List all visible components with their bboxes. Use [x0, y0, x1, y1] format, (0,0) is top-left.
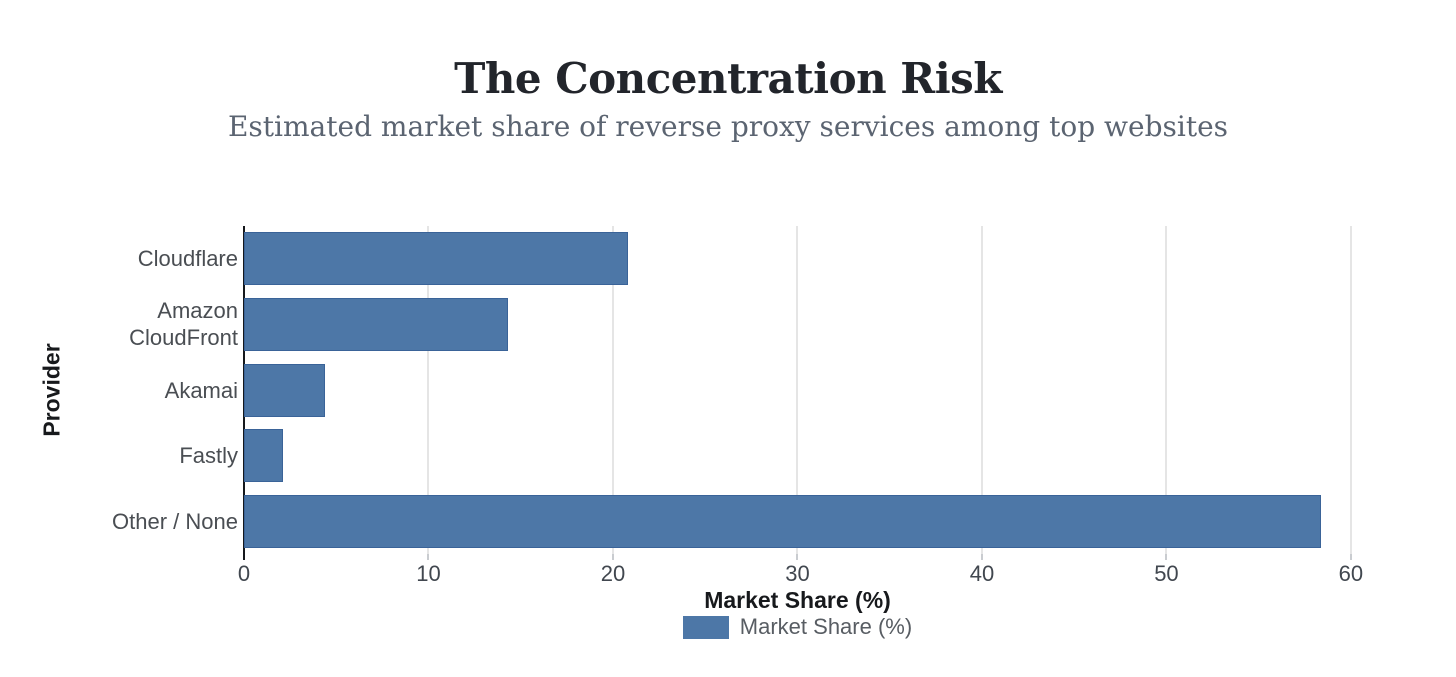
gridline-30 [796, 226, 799, 554]
x-tick-mark-40 [980, 554, 983, 560]
gridline-60 [1349, 226, 1352, 554]
x-tick-label-30: 30 [785, 561, 810, 586]
category-label-0: Cloudflare [137, 246, 238, 272]
category-label-1: Amazon CloudFront [129, 298, 238, 351]
x-tick-mark-0 [243, 554, 245, 560]
y-axis-title: Provider [38, 343, 65, 437]
bar-cloudflare [244, 232, 628, 286]
x-tick-label-40: 40 [969, 561, 995, 586]
x-tick-label-50: 50 [1154, 561, 1179, 586]
x-tick-label-0: 0 [237, 561, 251, 586]
category-label-2: Akamai [164, 377, 238, 403]
gridline-40 [980, 226, 983, 554]
legend-label: Market Share (%) [739, 614, 913, 639]
legend: Market Share (%) [244, 614, 1351, 640]
x-tick-mark-10 [427, 554, 430, 560]
gridline-10 [427, 226, 430, 554]
gridline-20 [611, 226, 614, 554]
plot-area [243, 226, 1362, 560]
x-tick-mark-30 [796, 554, 799, 560]
chart-title: The Concentration Risk [454, 54, 1002, 103]
gridline-50 [1165, 226, 1168, 554]
x-tick-mark-20 [611, 554, 614, 560]
x-tick-label-60: 60 [1338, 561, 1364, 586]
legend-swatch [682, 615, 729, 639]
bar-other-none [244, 494, 1322, 548]
x-tick-mark-60 [1349, 554, 1352, 560]
x-axis-title: Market Share (%) [704, 587, 891, 613]
category-label-4: Other / None [112, 508, 238, 534]
bar-akamai [244, 363, 326, 417]
x-tick-label-10: 10 [416, 561, 441, 586]
bar-fastly [244, 429, 283, 483]
category-label-3: Fastly [179, 443, 238, 469]
chart-subtitle: Estimated market share of reverse proxy … [227, 110, 1229, 143]
x-tick-label-20: 20 [600, 561, 626, 586]
x-tick-mark-50 [1165, 554, 1168, 560]
bar-amazon-cloudfront [244, 297, 508, 351]
